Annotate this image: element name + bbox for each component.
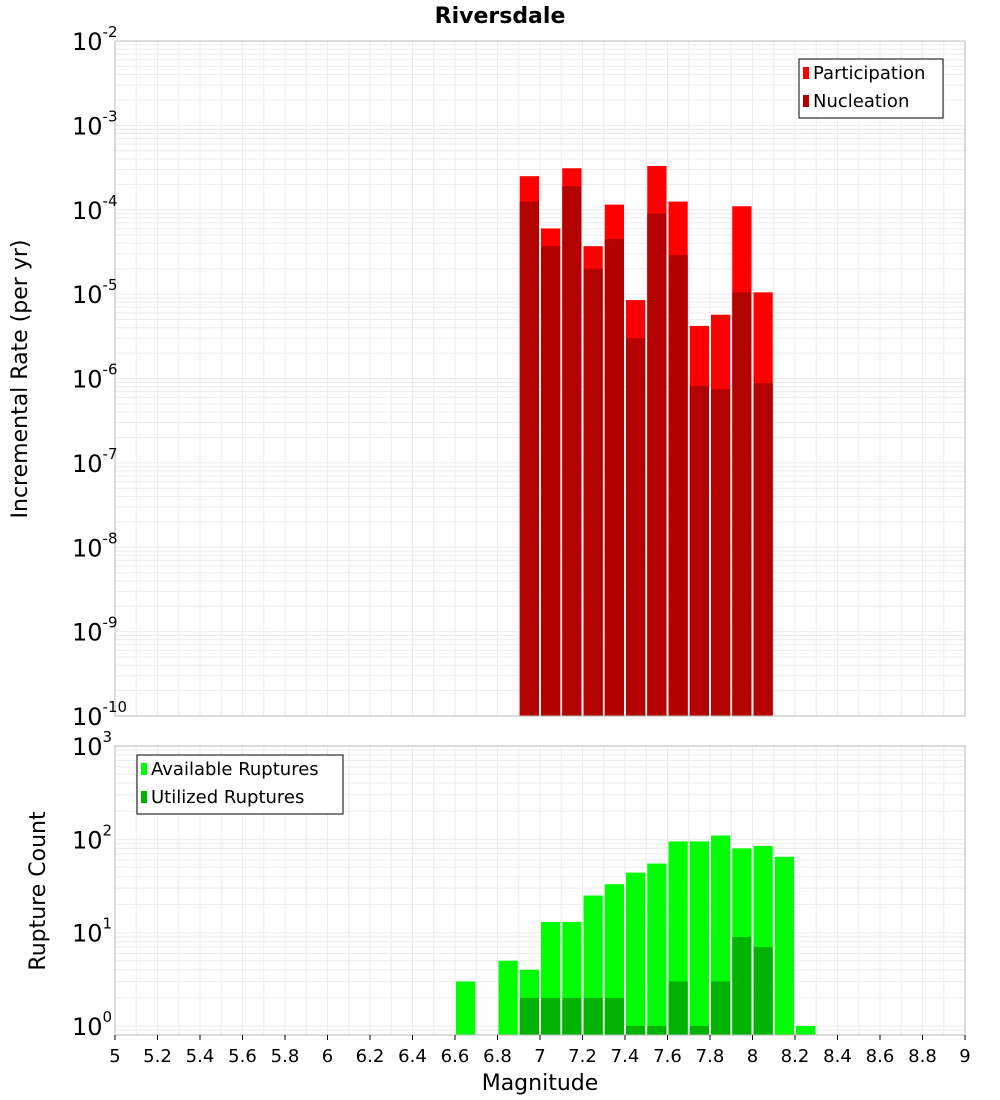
count-bar-available-ruptures: [774, 856, 794, 1035]
y-tick-label: 10-2: [72, 23, 118, 56]
count-y-ticks: 100 101 102 103: [72, 728, 112, 1041]
legend-label: Nucleation: [813, 91, 909, 112]
rate-bars: [519, 166, 773, 717]
rate-legend: Participation Nucleation: [798, 58, 944, 119]
count-bar-utilized-ruptures: [626, 1025, 646, 1035]
x-tick-label: 6.8: [483, 1046, 512, 1067]
x-tick-label: 5.6: [228, 1046, 257, 1067]
rate-y-axis-label: Incremental Rate (per yr): [8, 240, 33, 519]
x-tick-label: 7.2: [568, 1046, 597, 1067]
x-tick-label: 5.4: [186, 1046, 215, 1067]
y-tick-label: 10-8: [72, 529, 118, 562]
x-tick-label: 9: [959, 1046, 970, 1067]
x-tick-label: 7: [534, 1046, 545, 1067]
rate-grid: [114, 41, 966, 717]
legend-label: Utilized Ruptures: [151, 787, 304, 808]
rate-bar-nucleation: [541, 246, 561, 716]
count-legend: Available Ruptures Utilized Ruptures: [136, 754, 344, 815]
x-tick-label: 6.6: [441, 1046, 470, 1067]
x-tick-label: 7.4: [611, 1046, 640, 1067]
count-bar-available-ruptures: [498, 960, 518, 1035]
rate-plot-frame: [114, 40, 966, 717]
legend-swatch: [141, 763, 147, 775]
count-bar-utilized-ruptures: [668, 981, 688, 1035]
count-bar-available-ruptures: [689, 841, 709, 1035]
count-bar-utilized-ruptures: [689, 1025, 709, 1035]
x-tick-label: 8.4: [823, 1046, 852, 1067]
x-tick-label: 8.8: [908, 1046, 937, 1067]
x-tick-label: 8: [747, 1046, 758, 1067]
count-bar-utilized-ruptures: [732, 936, 752, 1035]
count-bar-available-ruptures: [456, 981, 476, 1035]
x-tick-label: 7.8: [696, 1046, 725, 1067]
count-bar-available-ruptures: [626, 872, 646, 1035]
count-bars: [456, 835, 816, 1035]
rate-bar-nucleation: [689, 385, 709, 716]
legend-swatch: [803, 67, 809, 79]
rate-bar-nucleation: [732, 292, 752, 716]
count-bar-utilized-ruptures: [583, 997, 603, 1035]
count-bar-utilized-ruptures: [541, 997, 561, 1035]
legend-swatch: [803, 95, 809, 107]
y-tick-label: 100: [72, 1008, 112, 1041]
rate-bar-nucleation: [583, 268, 603, 716]
rate-y-ticks: 10-10 10-9 10-8 10-7 10-6 10-5 10-4 10-3 10-2: [72, 23, 127, 731]
y-tick-label: 101: [72, 915, 112, 948]
rate-bar-nucleation: [562, 186, 582, 716]
y-tick-label: 10-3: [72, 107, 118, 140]
count-bar-utilized-ruptures: [519, 997, 539, 1035]
x-tick-label: 8.2: [781, 1046, 810, 1067]
count-grid: [114, 746, 966, 1036]
legend-box: [798, 58, 944, 119]
count-bar-utilized-ruptures: [753, 947, 773, 1035]
rate-bar-nucleation: [711, 389, 731, 716]
rate-panel: 10-10 10-9 10-8 10-7 10-6 10-5 10-4 10-3 10-2 In…: [8, 23, 966, 731]
chart-title: Riversdale: [435, 4, 566, 29]
rate-bar-nucleation: [519, 201, 539, 716]
x-tick-label: 8.6: [866, 1046, 895, 1067]
x-tick-label: 7.6: [653, 1046, 682, 1067]
y-tick-label: 102: [72, 821, 112, 854]
x-tick-label: 6.2: [356, 1046, 385, 1067]
rate-bar-nucleation: [647, 213, 667, 717]
x-axis-label: Magnitude: [482, 1071, 599, 1096]
legend-label: Participation: [813, 63, 925, 84]
rate-bar-nucleation: [604, 239, 624, 716]
x-tick-label: 5: [109, 1046, 120, 1067]
y-tick-label: 10-10: [72, 698, 127, 731]
rate-bar-nucleation: [753, 383, 773, 716]
legend-box: [136, 754, 344, 815]
legend-label: Available Ruptures: [151, 759, 319, 780]
x-tick-label: 6: [322, 1046, 333, 1067]
count-bar-available-ruptures: [796, 1025, 816, 1035]
count-bar-available-ruptures: [647, 863, 667, 1035]
y-tick-label: 10-6: [72, 361, 118, 394]
y-tick-label: 10-9: [72, 614, 118, 647]
x-tick-label: 5.8: [271, 1046, 300, 1067]
count-y-axis-label: Rupture Count: [26, 811, 51, 971]
y-tick-label: 103: [72, 728, 112, 761]
count-bar-utilized-ruptures: [647, 1025, 667, 1035]
count-bar-available-ruptures: [604, 884, 624, 1035]
rate-bar-nucleation: [626, 338, 646, 716]
x-tick-label: 5.2: [143, 1046, 172, 1067]
x-tick-label: 6.4: [398, 1046, 427, 1067]
rate-bar-nucleation: [668, 255, 688, 716]
y-tick-label: 10-4: [72, 192, 118, 225]
count-panel: 100 101 102 103 Rupture Count Available Rup…: [26, 728, 966, 1041]
x-axis-ticks: 5 5.2 5.4 5.6 5.8 6 6.2 6.4 6.6 6.8 7 7.2 7.4 7.6 7.8 8…: [109, 1035, 971, 1067]
y-tick-label: 10-7: [72, 445, 118, 478]
count-bar-utilized-ruptures: [562, 997, 582, 1035]
y-tick-label: 10-5: [72, 276, 118, 309]
count-bar-utilized-ruptures: [604, 997, 624, 1035]
legend-swatch: [141, 791, 147, 803]
count-bar-utilized-ruptures: [711, 981, 731, 1035]
